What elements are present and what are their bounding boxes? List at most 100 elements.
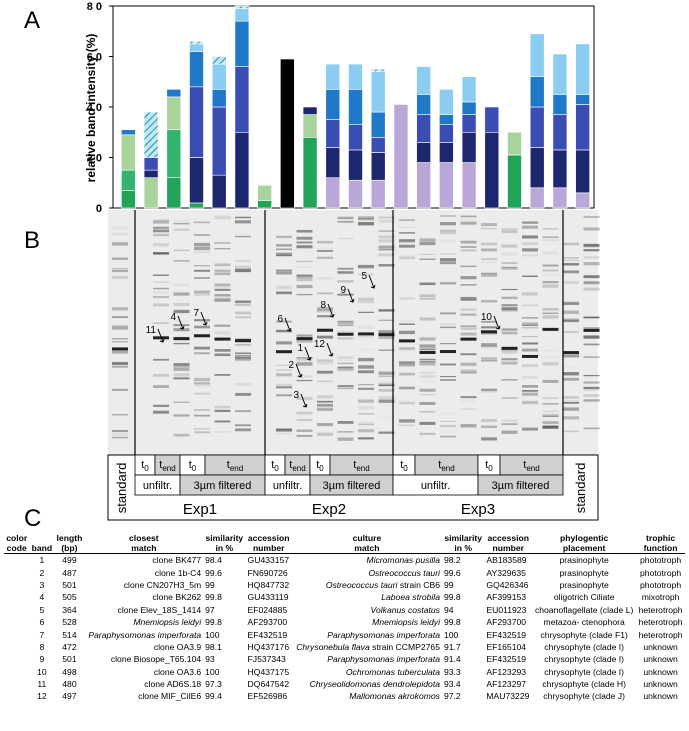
gel-band [296, 335, 313, 337]
bar-segment [416, 94, 431, 115]
gel-band [194, 346, 210, 350]
placement: prasinophyte [559, 555, 609, 566]
gel-band [235, 300, 251, 303]
culture-similarity: 99.6 [443, 567, 461, 578]
header-text: in % [454, 543, 473, 553]
gel-band [173, 433, 190, 437]
gel-band [440, 363, 456, 366]
time-label: t0 [141, 459, 149, 473]
gel-band [194, 334, 210, 338]
bar-segment [302, 114, 318, 138]
gel-band [296, 396, 313, 400]
band-arrow [157, 328, 165, 343]
header-text: code [6, 543, 27, 553]
gel-band [563, 270, 579, 274]
culture-similarity: 93.3 [443, 666, 461, 677]
color-cell [4, 653, 29, 665]
gel-band [173, 328, 190, 332]
gel-band [419, 294, 436, 298]
time-main: t [316, 459, 319, 471]
bar-segment [121, 134, 136, 171]
culture-accession: GQ426346 [486, 579, 529, 590]
gel-band [296, 293, 313, 296]
gel-band [112, 316, 128, 319]
bar-segment [121, 169, 136, 191]
gel-band [542, 239, 559, 242]
gel-band [214, 242, 231, 244]
table-row: 12 497 clone MIF_CilE6 99.4 EF526986 Mallomon… [4, 690, 685, 702]
gel-band [378, 219, 395, 223]
band-arrow [200, 311, 208, 326]
culture-similarity: 94 [443, 604, 454, 615]
gel-band [501, 296, 518, 300]
bar-segment [325, 147, 341, 178]
label-cell [477, 474, 564, 496]
culture-name: Volkanus costatus [370, 604, 440, 615]
culture-accession: AF123297 [486, 679, 527, 690]
gel-band [481, 249, 497, 252]
band: 4 [39, 592, 45, 603]
gel-band [460, 408, 477, 410]
gel-band [214, 271, 231, 274]
gel-band [337, 237, 354, 240]
header-text: match [354, 543, 380, 553]
y-tick-label: 80 [87, 1, 105, 13]
culture-extra: strain CCMP2765 [369, 641, 440, 652]
gel-band [460, 424, 477, 428]
gel-band [542, 397, 559, 399]
table-header: similarity in % [203, 533, 246, 554]
bar-segment [461, 162, 477, 209]
gel-band [419, 380, 436, 383]
gel-band [358, 297, 374, 301]
gel-band [112, 429, 128, 433]
panel-label: C [24, 505, 41, 532]
band-label: 6 [277, 314, 283, 325]
gel-band [542, 355, 559, 359]
gel-band [358, 429, 374, 433]
gel-band [276, 386, 292, 388]
placement: oligotrich Ciliate [553, 592, 615, 603]
accession: GU433119 [247, 592, 289, 603]
trophic: unknown [643, 654, 678, 665]
time-main: t [227, 459, 230, 471]
bar-segment [348, 89, 363, 125]
gel-band [173, 292, 190, 296]
culture-accession: AF399153 [486, 592, 527, 603]
time-main: t [523, 459, 526, 471]
gel-band [563, 372, 579, 376]
gel-band [153, 322, 169, 324]
gel-band [440, 215, 456, 217]
gel-band [563, 331, 579, 334]
gel-band [112, 361, 128, 364]
culture-similarity: 99 [443, 579, 454, 590]
table-header: accession number [484, 533, 533, 554]
gel-band [378, 416, 395, 419]
gel-band [235, 281, 251, 283]
band-label: 10 [481, 312, 493, 323]
band-arrow [177, 315, 185, 330]
trophic: unknown [643, 666, 678, 677]
gel-band [460, 371, 477, 374]
gel-band [583, 381, 600, 384]
placement: prasinophyte [559, 579, 609, 590]
gel-band [296, 379, 313, 382]
similarity: 99.8 [205, 617, 222, 628]
gel-band [317, 380, 333, 383]
band-label: 9 [340, 285, 346, 296]
gel-band [399, 419, 415, 423]
gel-band [399, 232, 415, 234]
gel-band [317, 247, 333, 249]
gel-band [358, 348, 374, 351]
band: 2 [39, 567, 45, 578]
gel-band [522, 400, 538, 405]
gel-band [173, 219, 190, 223]
gel-band [276, 254, 292, 257]
gel-band [296, 418, 313, 421]
culture-match: Paraphysomonas imperforata [292, 653, 442, 665]
gel-band [583, 262, 600, 266]
gel-band [337, 293, 354, 296]
culture-similarity: 98.2 [443, 555, 461, 566]
gel-band [481, 357, 497, 361]
gel-band [522, 304, 538, 307]
gel-band [358, 437, 374, 440]
